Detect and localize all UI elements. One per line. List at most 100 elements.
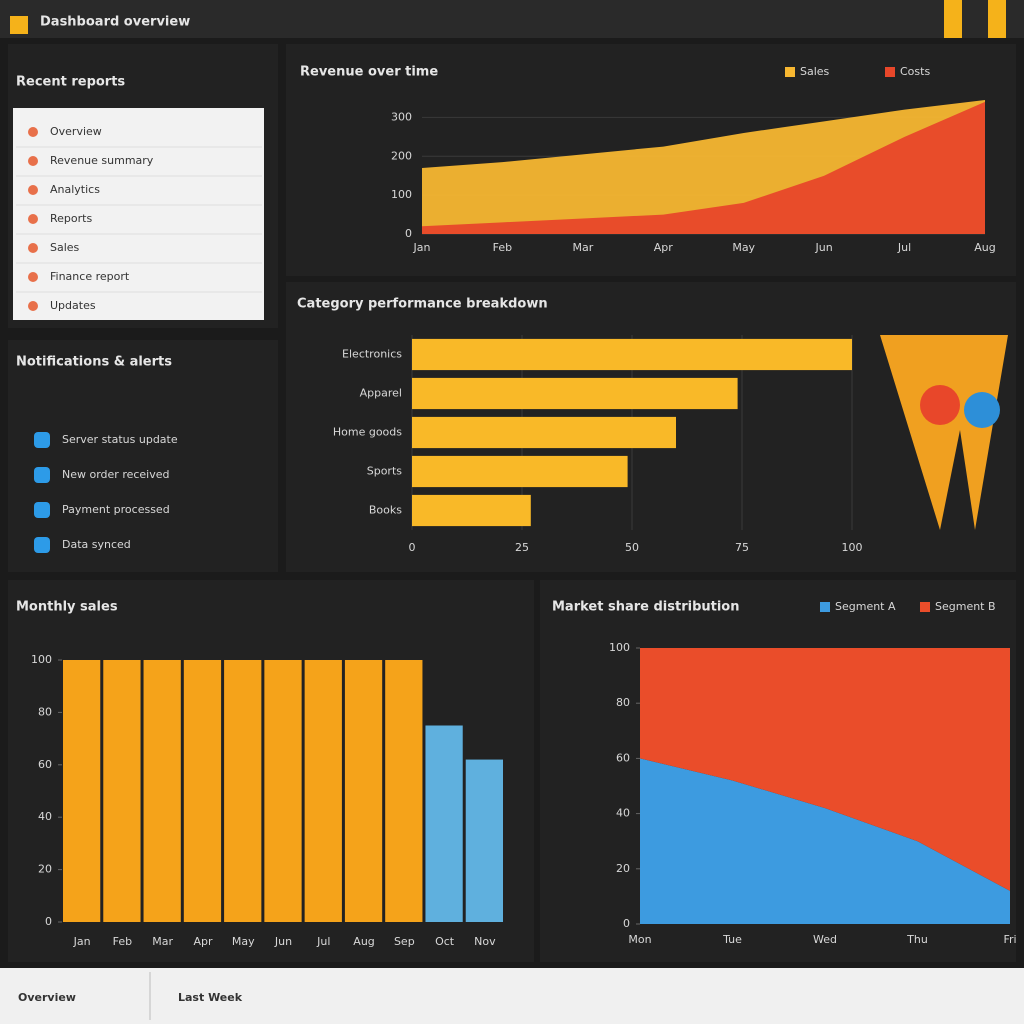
y-tick-label: Electronics [342, 348, 402, 361]
y-tick-label: 40 [616, 807, 630, 820]
x-tick-label: Feb [113, 935, 132, 948]
y-tick-label: 200 [391, 149, 412, 162]
list-item[interactable]: Sales [50, 241, 80, 254]
x-tick-label: Aug [974, 241, 995, 254]
x-tick-label: 50 [625, 541, 639, 554]
x-tick-label: Wed [813, 933, 837, 946]
alert-item[interactable]: Data synced [62, 538, 131, 551]
chart-title: Market share distribution [552, 600, 740, 615]
bar [465, 759, 503, 922]
y-tick-label: 60 [38, 758, 52, 771]
y-tick-label: Sports [367, 465, 403, 478]
menu-icon[interactable] [988, 0, 1006, 38]
list-item[interactable]: Updates [50, 299, 96, 312]
y-tick-label: 20 [38, 863, 52, 876]
y-tick-label: 100 [609, 641, 630, 654]
item-icon [28, 185, 38, 195]
legend-swatch [820, 602, 830, 612]
x-tick-label: Jul [897, 241, 911, 254]
x-tick-label: Feb [493, 241, 512, 254]
chart-title: Category performance breakdown [297, 297, 548, 312]
bar [103, 660, 141, 922]
bar [224, 660, 262, 922]
y-tick-label: 0 [405, 227, 412, 240]
y-tick-label: Apparel [360, 387, 402, 400]
x-tick-label: 0 [409, 541, 416, 554]
x-tick-label: Fri [1003, 933, 1016, 946]
list-item[interactable]: Finance report [50, 270, 130, 283]
alert-icon [34, 502, 50, 518]
legend-label: Costs [900, 65, 930, 78]
x-tick-label: Oct [435, 935, 455, 948]
alert-item[interactable]: Payment processed [62, 503, 170, 516]
x-tick-label: Apr [193, 935, 213, 948]
y-tick-label: 80 [38, 705, 52, 718]
bar [344, 660, 383, 922]
bar [264, 660, 302, 922]
list-item[interactable]: Analytics [50, 183, 100, 196]
item-icon [28, 272, 38, 282]
menu-icon[interactable] [944, 0, 962, 38]
footer-bar [0, 968, 1024, 1024]
y-tick-label: Books [369, 504, 402, 517]
list-item[interactable]: Reports [50, 212, 92, 225]
x-tick-label: Jul [316, 935, 330, 948]
panel-title: Notifications & alerts [16, 355, 172, 370]
x-tick-label: 75 [735, 541, 749, 554]
item-icon [28, 243, 38, 253]
area [640, 648, 1010, 891]
alert-icon [34, 467, 50, 483]
bar [63, 660, 101, 922]
legend-swatch [920, 602, 930, 612]
footer-tab[interactable]: Overview [18, 991, 76, 1004]
panel [8, 340, 278, 572]
alert-item[interactable]: New order received [62, 468, 170, 481]
x-tick-label: Jun [815, 241, 833, 254]
x-tick-label: Thu [906, 933, 928, 946]
y-tick-label: 0 [623, 917, 630, 930]
decoration [920, 385, 960, 425]
x-tick-label: 100 [842, 541, 863, 554]
x-tick-label: Sep [394, 935, 415, 948]
y-tick-label: 0 [45, 915, 52, 928]
header-bar [0, 0, 1024, 38]
bar [412, 377, 738, 410]
bar [412, 455, 628, 488]
item-icon [28, 127, 38, 137]
bar [304, 660, 342, 922]
logo [10, 16, 28, 34]
chart-title: Monthly sales [16, 600, 118, 615]
bar [412, 416, 676, 449]
panel-title: Recent reports [16, 75, 125, 90]
legend-swatch [785, 67, 795, 77]
alert-icon [34, 432, 50, 448]
x-tick-label: Mar [572, 241, 593, 254]
x-tick-label: Jan [413, 241, 431, 254]
x-tick-label: Apr [654, 241, 674, 254]
item-icon [28, 214, 38, 224]
bar [425, 725, 463, 922]
x-tick-label: 25 [515, 541, 529, 554]
item-icon [28, 301, 38, 311]
y-tick-label: 300 [391, 110, 412, 123]
x-tick-label: Aug [353, 935, 374, 948]
area [422, 101, 985, 234]
list-item[interactable]: Revenue summary [50, 154, 154, 167]
item-icon [28, 156, 38, 166]
y-tick-label: 40 [38, 810, 52, 823]
bar [143, 660, 181, 922]
decoration [880, 335, 1008, 530]
alert-item[interactable]: Server status update [62, 433, 178, 446]
footer-tab[interactable]: Last Week [178, 991, 243, 1004]
y-tick-label: Home goods [333, 426, 402, 439]
header-title: Dashboard overview [40, 15, 190, 30]
legend-label: Sales [800, 65, 830, 78]
chart-title: Revenue over time [300, 65, 438, 80]
y-tick-label: 80 [616, 696, 630, 709]
bar [412, 494, 531, 527]
bar [385, 660, 423, 922]
list-item[interactable]: Overview [50, 125, 102, 138]
legend-label: Segment B [935, 600, 996, 613]
x-tick-label: Nov [474, 935, 496, 948]
legend-label: Segment A [835, 600, 896, 613]
